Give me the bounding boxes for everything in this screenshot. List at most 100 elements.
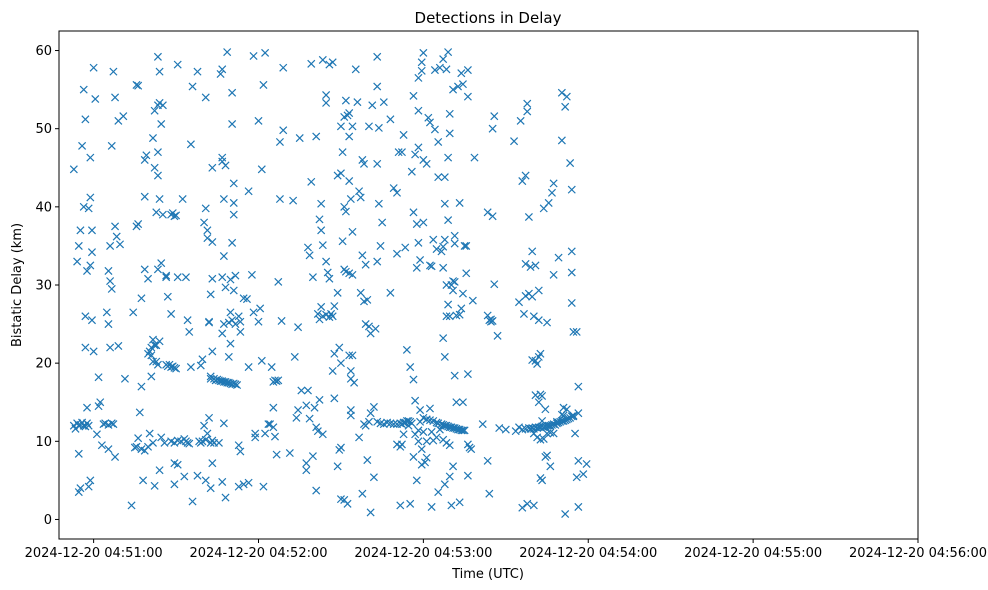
data-point — [244, 363, 253, 372]
data-point — [325, 274, 334, 283]
data-point — [231, 380, 240, 389]
data-point — [155, 195, 164, 204]
x-axis-label: Time (UTC) — [451, 567, 524, 582]
data-point — [257, 165, 266, 174]
data-point — [353, 98, 362, 107]
data-point — [254, 116, 263, 125]
data-point — [275, 137, 284, 147]
data-point — [92, 430, 101, 439]
data-point — [416, 406, 425, 415]
data-point — [397, 148, 406, 157]
data-point — [170, 212, 179, 221]
data-point — [582, 459, 591, 468]
data-point — [417, 445, 426, 454]
data-point — [322, 98, 331, 107]
data-point — [185, 439, 194, 448]
data-point — [201, 435, 210, 444]
data-point — [460, 241, 469, 250]
data-point — [257, 356, 266, 365]
data-point — [510, 137, 519, 146]
data-point — [538, 416, 547, 426]
data-point — [150, 163, 159, 172]
data-point — [449, 462, 458, 471]
data-point — [458, 426, 467, 435]
data-point — [399, 430, 408, 439]
data-point — [201, 93, 210, 102]
data-point — [483, 456, 492, 465]
data-point — [76, 484, 85, 493]
data-point — [549, 179, 558, 188]
data-point — [226, 339, 235, 348]
data-point — [249, 51, 258, 61]
data-point — [539, 434, 548, 443]
data-point — [463, 66, 472, 75]
data-point — [501, 425, 510, 434]
data-point — [173, 460, 182, 469]
data-point — [534, 398, 543, 407]
data-point — [81, 312, 90, 321]
data-point — [269, 423, 278, 432]
data-point — [453, 82, 463, 91]
data-point — [335, 343, 344, 352]
data-point — [134, 220, 143, 229]
data-point — [224, 352, 233, 361]
data-point — [275, 195, 284, 204]
data-point — [416, 417, 425, 426]
data-point — [239, 480, 248, 489]
data-point — [107, 141, 116, 150]
data-point — [139, 476, 148, 485]
data-point — [330, 394, 339, 403]
data-point — [219, 252, 228, 261]
data-point — [529, 501, 538, 510]
data-point — [160, 438, 169, 447]
data-point — [173, 273, 182, 282]
data-point — [355, 433, 364, 442]
data-point — [144, 274, 153, 283]
data-point — [83, 266, 92, 275]
data-point — [229, 179, 238, 188]
data-point — [277, 316, 286, 325]
data-point — [91, 94, 100, 104]
data-point — [445, 472, 454, 481]
data-point — [434, 137, 443, 147]
data-point — [193, 67, 202, 76]
data-point — [363, 456, 372, 465]
data-point — [455, 310, 464, 319]
data-point — [135, 408, 144, 417]
data-point — [153, 148, 162, 157]
data-point — [343, 499, 352, 508]
data-point — [435, 63, 444, 72]
data-point — [458, 80, 467, 89]
data-point — [562, 405, 571, 414]
data-point — [155, 67, 164, 76]
data-point — [148, 134, 158, 143]
y-axis-ticks: 0 10 20 30 40 50 60 — [35, 44, 59, 528]
data-point — [534, 316, 543, 325]
data-point — [567, 268, 576, 277]
data-point — [313, 427, 322, 436]
data-point — [228, 238, 237, 247]
data-point — [444, 300, 453, 309]
data-point — [552, 417, 561, 426]
data-point — [317, 302, 326, 311]
data-point — [567, 185, 576, 194]
data-point — [549, 270, 558, 279]
data-point — [346, 195, 355, 204]
data-point — [111, 452, 120, 461]
data-point — [186, 140, 195, 149]
data-point — [173, 60, 182, 69]
chart-title: Detections in Delay — [415, 9, 562, 27]
data-point — [447, 501, 456, 510]
data-point — [338, 237, 347, 246]
data-point — [87, 316, 96, 325]
data-point — [445, 129, 454, 138]
data-point — [153, 265, 162, 274]
data-point — [369, 402, 378, 411]
data-point — [303, 243, 312, 252]
data-point — [425, 118, 434, 127]
data-point — [490, 112, 499, 121]
data-point — [104, 266, 113, 275]
data-point — [106, 343, 115, 352]
data-point — [417, 66, 426, 75]
